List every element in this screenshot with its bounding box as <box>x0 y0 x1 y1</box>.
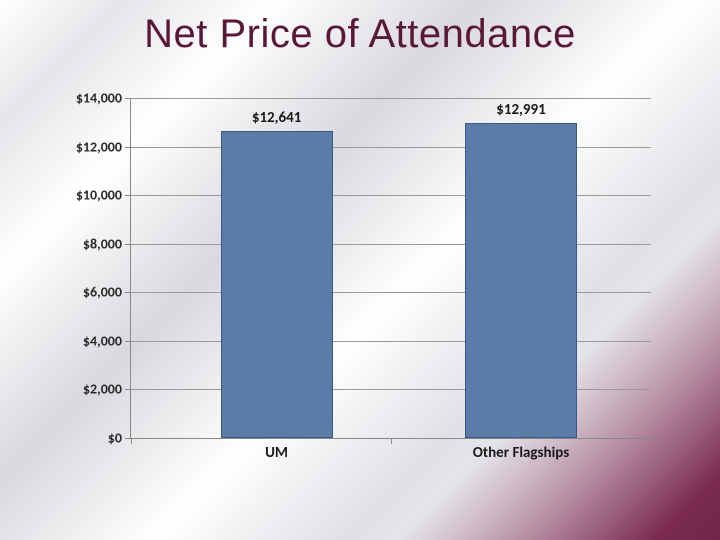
bar-value-label: $12,991 <box>441 101 601 119</box>
plot-area: $12,641 $12,991 UM Other Flagships <box>130 98 651 439</box>
x-tick <box>391 438 392 444</box>
y-tick <box>125 389 131 390</box>
net-price-chart: $14,000 $12,000 $10,000 $8,000 $6,000 $4… <box>60 98 655 478</box>
y-tick-label: $8,000 <box>60 235 122 252</box>
x-category-label: UM <box>177 444 377 462</box>
y-tick-label: $12,000 <box>60 138 122 155</box>
y-tick <box>125 244 131 245</box>
y-axis: $14,000 $12,000 $10,000 $8,000 $6,000 $4… <box>60 98 130 438</box>
y-tick <box>125 98 131 99</box>
y-tick <box>125 195 131 196</box>
slide: Net Price of Attendance $14,000 $12,000 … <box>0 0 720 540</box>
y-tick-label: $6,000 <box>60 284 122 301</box>
y-tick-label: $4,000 <box>60 332 122 349</box>
y-tick-label: $0 <box>60 430 122 447</box>
y-tick <box>125 292 131 293</box>
y-tick-label: $14,000 <box>60 90 122 107</box>
y-tick <box>125 147 131 148</box>
x-category-label: Other Flagships <box>421 444 621 462</box>
bar-value-label: $12,641 <box>197 109 357 127</box>
bar-other-flagships <box>465 123 577 438</box>
x-tick <box>131 438 132 444</box>
y-tick-label: $10,000 <box>60 187 122 204</box>
y-tick-label: $2,000 <box>60 381 122 398</box>
x-tick <box>651 438 652 444</box>
y-tick <box>125 341 131 342</box>
page-title: Net Price of Attendance <box>0 12 720 57</box>
grid-line <box>131 98 651 99</box>
bar-um <box>221 131 333 438</box>
